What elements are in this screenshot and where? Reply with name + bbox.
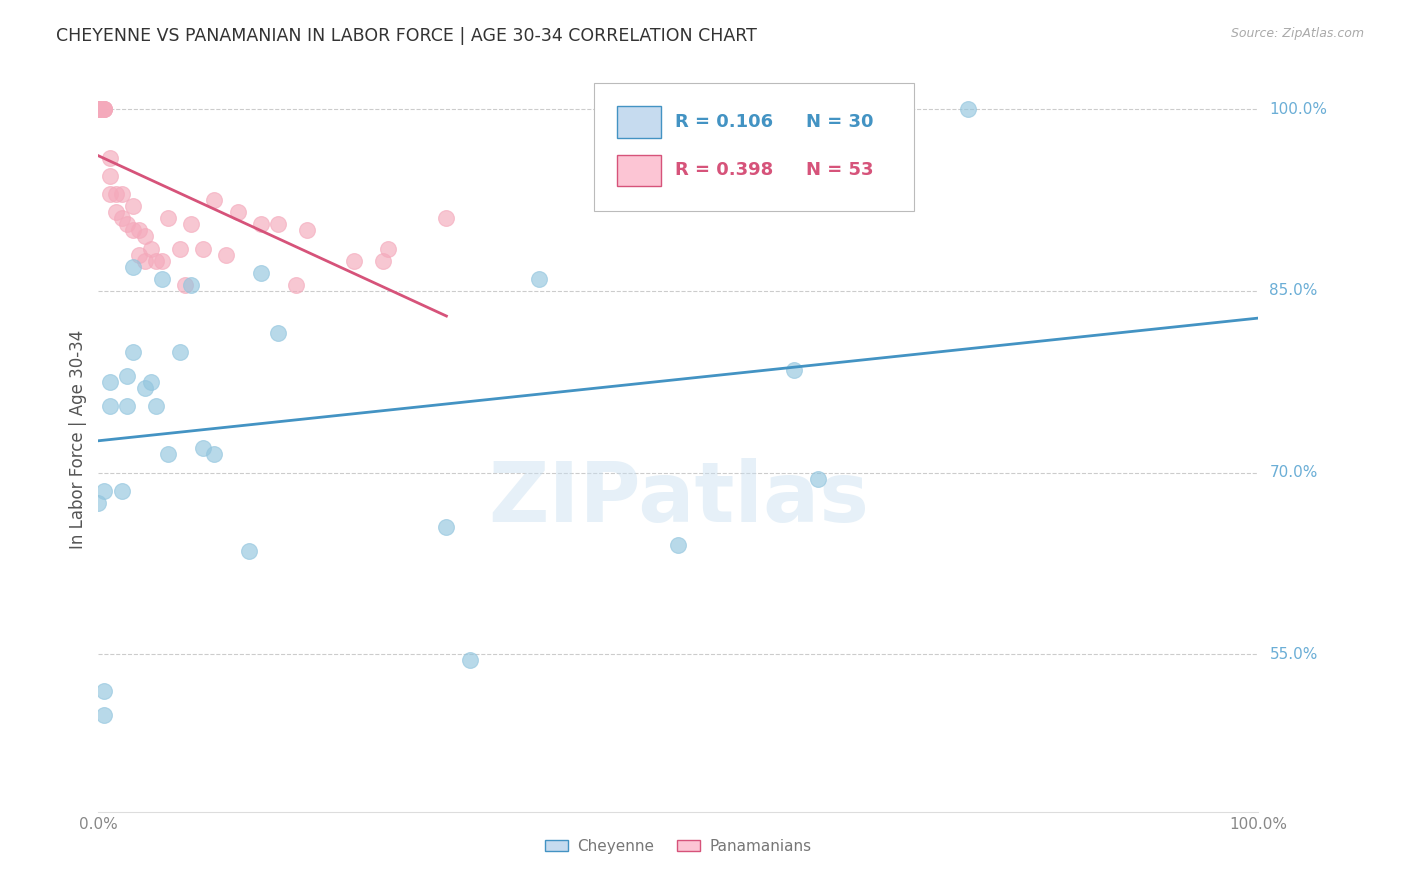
Point	[93, 707, 115, 722]
Point	[93, 103, 115, 117]
Point	[128, 223, 150, 237]
Text: 100.0%: 100.0%	[1270, 102, 1327, 117]
Point	[87, 103, 110, 117]
Point	[117, 399, 139, 413]
Point	[139, 375, 162, 389]
Point	[117, 368, 139, 383]
Point	[93, 103, 115, 117]
Point	[157, 447, 180, 461]
FancyBboxPatch shape	[617, 155, 661, 186]
Point	[98, 169, 121, 183]
Point	[267, 218, 290, 232]
Text: R = 0.106: R = 0.106	[675, 113, 773, 131]
Text: CHEYENNE VS PANAMANIAN IN LABOR FORCE | AGE 30-34 CORRELATION CHART: CHEYENNE VS PANAMANIAN IN LABOR FORCE | …	[56, 27, 756, 45]
Text: R = 0.398: R = 0.398	[675, 161, 773, 179]
Point	[111, 187, 132, 202]
Point	[87, 103, 110, 117]
Point	[87, 103, 110, 117]
Point	[87, 103, 110, 117]
Point	[87, 103, 110, 117]
Point	[150, 253, 173, 268]
Point	[93, 683, 115, 698]
Text: 70.0%: 70.0%	[1270, 465, 1317, 480]
Point	[98, 187, 121, 202]
Legend: Cheyenne, Panamanians: Cheyenne, Panamanians	[538, 833, 818, 860]
Point	[87, 103, 110, 117]
Point	[215, 247, 238, 261]
Point	[957, 103, 980, 117]
Point	[104, 187, 127, 202]
Point	[122, 344, 145, 359]
Point	[238, 544, 260, 558]
Point	[117, 218, 139, 232]
Text: N = 30: N = 30	[806, 113, 873, 131]
Text: Source: ZipAtlas.com: Source: ZipAtlas.com	[1230, 27, 1364, 40]
Text: 55.0%: 55.0%	[1270, 647, 1317, 662]
Y-axis label: In Labor Force | Age 30-34: In Labor Force | Age 30-34	[69, 330, 87, 549]
Point	[529, 272, 551, 286]
Point	[204, 193, 226, 207]
Point	[93, 103, 115, 117]
Point	[98, 375, 121, 389]
Point	[87, 103, 110, 117]
Point	[98, 151, 121, 165]
Point	[284, 277, 307, 292]
Point	[250, 266, 273, 280]
Point	[134, 229, 156, 244]
Point	[807, 472, 830, 486]
Point	[87, 103, 110, 117]
Point	[169, 344, 191, 359]
Point	[169, 242, 191, 256]
Point	[226, 205, 249, 219]
Point	[139, 242, 162, 256]
Point	[122, 199, 145, 213]
Point	[93, 103, 115, 117]
Point	[104, 205, 127, 219]
Point	[111, 483, 132, 498]
Point	[666, 538, 689, 552]
Point	[204, 447, 226, 461]
Text: 85.0%: 85.0%	[1270, 284, 1317, 299]
Point	[93, 483, 115, 498]
Point	[377, 242, 399, 256]
Point	[436, 520, 458, 534]
Point	[87, 496, 110, 510]
Point	[250, 218, 273, 232]
Point	[191, 242, 214, 256]
Point	[98, 399, 121, 413]
Point	[145, 399, 167, 413]
Point	[267, 326, 290, 341]
Point	[436, 211, 458, 226]
Text: N = 53: N = 53	[806, 161, 873, 179]
Point	[783, 362, 806, 376]
Text: ZIPatlas: ZIPatlas	[488, 458, 869, 540]
Point	[87, 103, 110, 117]
Point	[343, 253, 366, 268]
Point	[150, 272, 173, 286]
Point	[87, 103, 110, 117]
Point	[157, 211, 180, 226]
Point	[180, 218, 202, 232]
Point	[371, 253, 394, 268]
Point	[87, 103, 110, 117]
Point	[87, 103, 110, 117]
Point	[122, 223, 145, 237]
Point	[111, 211, 132, 226]
Point	[145, 253, 167, 268]
Point	[458, 653, 481, 667]
FancyBboxPatch shape	[593, 83, 914, 211]
Point	[128, 247, 150, 261]
Point	[297, 223, 319, 237]
Point	[174, 277, 197, 292]
Point	[134, 381, 156, 395]
Point	[122, 260, 145, 274]
Point	[191, 442, 214, 456]
Point	[134, 253, 156, 268]
Point	[180, 277, 202, 292]
Point	[87, 103, 110, 117]
Point	[87, 103, 110, 117]
Point	[87, 103, 110, 117]
Point	[87, 103, 110, 117]
FancyBboxPatch shape	[617, 106, 661, 137]
